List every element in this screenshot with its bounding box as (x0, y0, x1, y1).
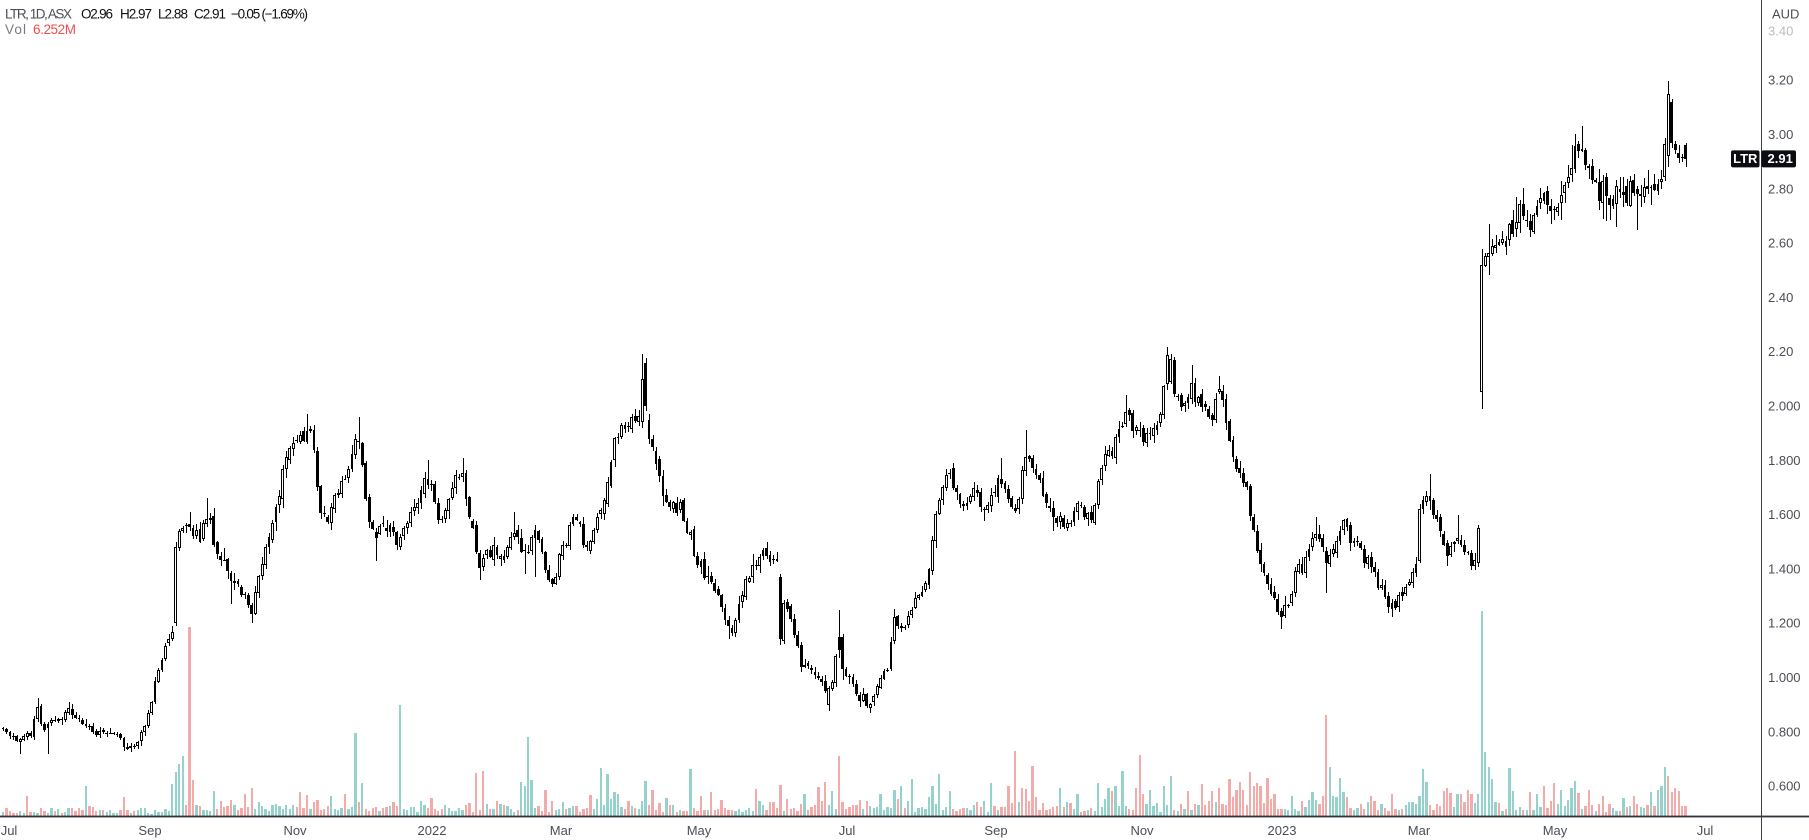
svg-text:0.800: 0.800 (1768, 724, 1801, 739)
svg-text:3.20: 3.20 (1768, 73, 1793, 88)
svg-text:H2.97: H2.97 (120, 7, 152, 22)
svg-text:Nov: Nov (283, 823, 307, 838)
svg-text:2022: 2022 (418, 823, 447, 838)
svg-text:2.80: 2.80 (1768, 181, 1793, 196)
svg-text:0.600: 0.600 (1768, 779, 1801, 794)
svg-text:C2.91: C2.91 (194, 7, 226, 22)
svg-text:Sep: Sep (138, 823, 161, 838)
svg-text:−0.05 (−1.69%): −0.05 (−1.69%) (231, 7, 308, 22)
svg-text:1.600: 1.600 (1768, 507, 1801, 522)
svg-text:Mar: Mar (550, 823, 573, 838)
svg-text:1.400: 1.400 (1768, 561, 1801, 576)
svg-text:Sep: Sep (984, 823, 1007, 838)
svg-text:2.60: 2.60 (1768, 236, 1793, 251)
svg-text:O2.96: O2.96 (81, 7, 113, 22)
svg-text:L2.88: L2.88 (158, 7, 188, 22)
svg-text:Vol: Vol (5, 22, 26, 37)
svg-text:LTR, 1D, ASX: LTR, 1D, ASX (5, 7, 72, 22)
svg-text:1.200: 1.200 (1768, 616, 1801, 631)
svg-text:1.800: 1.800 (1768, 453, 1801, 468)
svg-text:Jul: Jul (1, 823, 18, 838)
svg-text:1.000: 1.000 (1768, 670, 1801, 685)
svg-text:3.40: 3.40 (1768, 24, 1793, 39)
svg-text:AUD: AUD (1772, 7, 1799, 22)
svg-text:May: May (687, 823, 712, 838)
svg-text:LTR: LTR (1733, 151, 1758, 166)
svg-text:Nov: Nov (1130, 823, 1154, 838)
svg-text:Jul: Jul (839, 823, 856, 838)
svg-text:2.40: 2.40 (1768, 290, 1793, 305)
svg-text:2023: 2023 (1268, 823, 1297, 838)
svg-text:2.000: 2.000 (1768, 399, 1801, 414)
svg-text:Mar: Mar (1408, 823, 1431, 838)
svg-text:May: May (1543, 823, 1568, 838)
svg-text:6.252M: 6.252M (33, 22, 76, 37)
svg-text:3.00: 3.00 (1768, 127, 1793, 142)
svg-text:2.91: 2.91 (1768, 151, 1793, 166)
svg-text:Jul: Jul (1697, 823, 1714, 838)
svg-text:2.20: 2.20 (1768, 344, 1793, 359)
